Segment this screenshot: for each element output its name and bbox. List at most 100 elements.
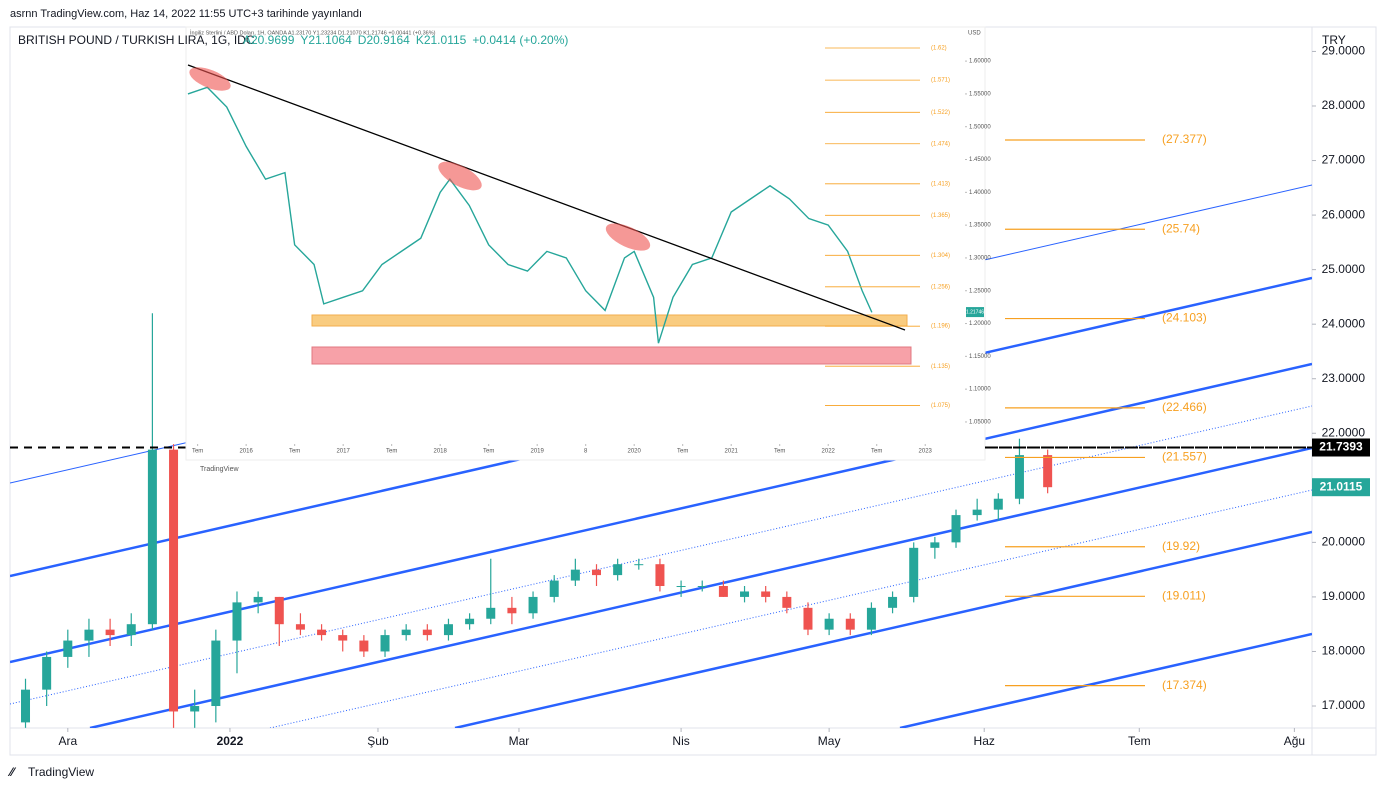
- inset-y-tick-label: 1.55000: [969, 91, 991, 97]
- y-tick-label: 25.0000: [1322, 262, 1366, 276]
- inset-x-tick-label: Tem: [871, 449, 882, 455]
- candle-body: [105, 629, 115, 636]
- candle-body: [317, 629, 327, 636]
- candle-body: [718, 586, 728, 597]
- footer-logo: ⁄⁄: [7, 765, 17, 779]
- candle-body: [274, 596, 284, 625]
- highlight: [189, 67, 231, 91]
- inset-y-tick-label: 1.25000: [969, 288, 991, 294]
- support-band: [311, 314, 908, 327]
- candle-body: [211, 640, 221, 707]
- ohlc-legend: A20.9699 Y21.1064 D20.9164 K21.0115 +0.0414 …: [243, 33, 568, 47]
- candle-body: [1014, 455, 1024, 499]
- inset-x-tick-label: Tem: [483, 449, 494, 455]
- inset-y-tick-label: 1.45000: [969, 157, 991, 163]
- candle-body: [359, 640, 369, 652]
- inset-x-tick-label: 2019: [531, 449, 545, 455]
- inset-chart: 1.60000 1.55000 1.50000 1.45000 1.40000 1.350…: [185, 26, 991, 473]
- currency-label: TRY: [1322, 33, 1346, 47]
- inset-x-tick-label: Tem: [192, 449, 203, 455]
- inset-fib-level-label: (1.62): [931, 46, 947, 52]
- inset-y-tick-label: 1.05000: [969, 420, 991, 426]
- inset-x-tick-label: 2023: [919, 449, 933, 455]
- candle-body: [443, 624, 453, 636]
- trend-line: [187, 64, 906, 331]
- inset-last-price-box: [966, 307, 984, 318]
- candle-body: [147, 449, 157, 625]
- candle-body: [740, 591, 750, 597]
- y-tick-label: 27.0000: [1322, 153, 1366, 167]
- price-line: [187, 86, 873, 344]
- candle-body: [190, 706, 200, 712]
- inset-fib-level-label: (1.365): [931, 213, 950, 219]
- candle-body: [380, 635, 390, 652]
- candle-body: [951, 515, 961, 543]
- candle-body: [866, 607, 876, 630]
- candle-body: [486, 607, 496, 619]
- candle-body: [295, 624, 305, 630]
- inset-x-tick-label: 2022: [822, 449, 836, 455]
- channel-line: [899, 632, 1312, 728]
- x-tick-label: Tem: [1128, 734, 1151, 748]
- candle-body: [126, 624, 136, 636]
- candle-body: [507, 607, 517, 614]
- ohlc-value: D20.9164: [358, 33, 410, 47]
- inset-fib-level-label: (1.413): [931, 181, 950, 187]
- fib-level-label: (19.92): [1162, 539, 1200, 553]
- candle-body: [465, 618, 475, 625]
- x-tick-label: Mar: [509, 734, 530, 748]
- candle-body: [63, 640, 73, 657]
- y-tick-label: 22.0000: [1322, 425, 1366, 439]
- candle-body: [570, 569, 580, 581]
- candle-body: [909, 547, 919, 597]
- inset-x-tick-label: 8: [584, 449, 588, 455]
- candle-body: [888, 596, 898, 608]
- inset-fib-level-label: (1.135): [931, 364, 950, 370]
- last-price-box: [1312, 478, 1370, 497]
- fib-level-label: (22.466): [1162, 400, 1207, 414]
- candle-body: [930, 542, 940, 548]
- inset-x-tick-label: Tem: [774, 449, 785, 455]
- inset-x-tick-label: 2021: [725, 449, 739, 455]
- inset-x-tick-label: 2017: [336, 449, 350, 455]
- inset-y-tick-label: 1.15000: [969, 354, 991, 360]
- overlay: (27.377) (25.74) (24.103) (22.466) (21.557) (…: [985, 132, 1312, 692]
- reference-price-box: [1312, 438, 1370, 457]
- x-tick-label: 2022: [217, 734, 244, 748]
- inset-currency: USD: [968, 31, 981, 37]
- last-price-label: 21.0115: [1320, 479, 1363, 493]
- candle-body: [613, 564, 623, 576]
- candle-body: [528, 596, 538, 614]
- candle-body: [782, 596, 792, 608]
- x-tick-label: Şub: [367, 734, 389, 748]
- candle-body: [42, 656, 52, 690]
- inset-fib-level-label: (1.522): [931, 110, 950, 116]
- candle-body: [972, 509, 982, 516]
- candle-body: [993, 498, 1003, 510]
- inset-fib-level-label: (1.571): [931, 78, 950, 84]
- inset-fib-level-label: (1.075): [931, 403, 950, 409]
- candle-body: [253, 596, 263, 603]
- ohlc-value: +0.0414 (+0.20%): [472, 33, 568, 47]
- fib-level-label: (25.74): [1162, 221, 1200, 235]
- candle-body: [697, 586, 707, 588]
- inset-fib-level-label: (1.304): [931, 253, 950, 259]
- candle-body: [21, 689, 31, 723]
- y-tick-label: 23.0000: [1322, 371, 1366, 385]
- inset-y-tick-label: 1.10000: [969, 387, 991, 393]
- x-tick-label: Ara: [58, 734, 77, 748]
- inset-x-tick-label: Tem: [386, 449, 397, 455]
- fib-level-label: (27.377): [1162, 132, 1207, 146]
- ohlc-value: K21.0115: [416, 33, 467, 47]
- fib-level-label: (21.557): [1162, 450, 1207, 464]
- y-tick-label: 29.0000: [1322, 44, 1366, 58]
- channel-lines: [10, 184, 1312, 728]
- candle-body: [634, 564, 644, 566]
- y-tick-label: 26.0000: [1322, 207, 1366, 221]
- candle-body: [401, 629, 411, 636]
- inset-x-tick-label: Tem: [677, 449, 688, 455]
- y-tick-label: 20.0000: [1322, 535, 1366, 549]
- candle-body: [591, 569, 601, 576]
- candle-body: [232, 602, 242, 641]
- channel-line: [454, 530, 1312, 728]
